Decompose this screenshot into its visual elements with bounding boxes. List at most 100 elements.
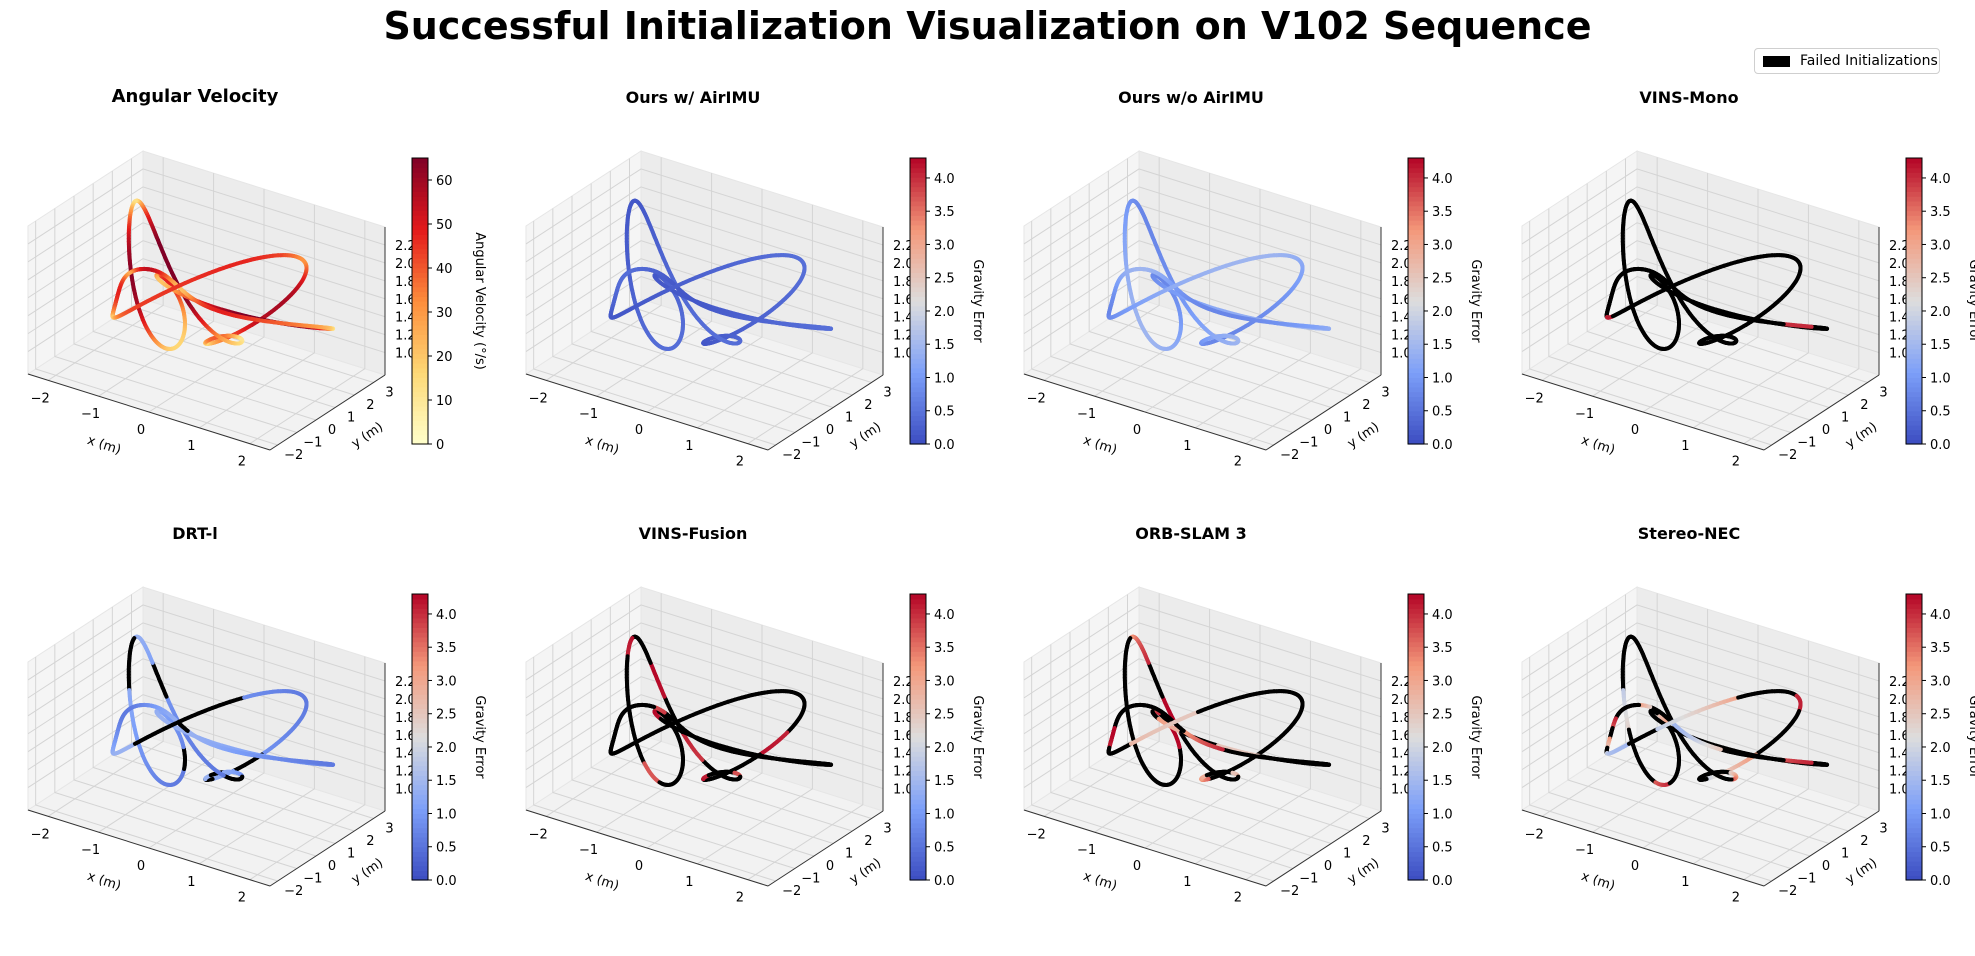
colorbar-gradient-step: [412, 794, 428, 800]
colorbar-gradient-step: [412, 439, 428, 445]
colorbar-gradient-step: [1408, 277, 1424, 283]
x-tick-label: 2: [238, 455, 246, 470]
grid-line-z: [525, 694, 884, 772]
colorbar-gradient-step: [412, 775, 428, 781]
colorbar-tick-label: 1.0: [436, 807, 457, 822]
z-tick-label: 1.8: [1889, 275, 1910, 290]
z-tick-label: 1.8: [1391, 275, 1412, 290]
colorbar-tick-label: 3.5: [436, 641, 457, 656]
colorbar-gradient-step: [910, 339, 926, 345]
colorbar-gradient-step: [412, 162, 428, 169]
z-tick-label: 1.4: [395, 311, 416, 326]
grid-line-x: [148, 189, 265, 413]
colorbar-gradient-step: [412, 818, 428, 824]
colorbar-gradient-step: [412, 799, 428, 805]
colorbar-gradient-step: [910, 310, 926, 316]
legend-swatch-failed: [1763, 55, 1790, 67]
colorbar-gradient-step: [412, 779, 428, 786]
colorbar-tick-label: 0.0: [1432, 438, 1453, 453]
z-tick-label: 1.4: [395, 747, 416, 762]
colorbar-gradient-step: [412, 248, 428, 254]
colorbar-gradient-step: [412, 813, 428, 819]
z-tick-label: 1.4: [893, 311, 914, 326]
colorbar-tick-label: 2.5: [436, 708, 457, 723]
colorbar-gradient-step: [412, 741, 428, 748]
colorbar-gradient-step: [1906, 281, 1922, 288]
colorbar-gradient-step: [1408, 205, 1424, 212]
colorbar-gradient-step: [1408, 215, 1424, 221]
colorbar-gradient-step: [1408, 363, 1424, 369]
colorbar-gradient-step: [412, 594, 428, 600]
x-tick-label: 0: [635, 859, 643, 874]
colorbar-gradient-step: [1408, 172, 1424, 178]
colorbar-gradient-step: [412, 641, 428, 648]
grid-line-z: [27, 622, 386, 700]
colorbar-gradient-step: [412, 272, 428, 278]
colorbar-gradient-step: [412, 239, 428, 245]
grid-line-x: [148, 625, 265, 849]
y-tick-label: −1: [801, 436, 820, 451]
colorbar-gradient-step: [412, 305, 428, 312]
colorbar-gradient-step: [1408, 267, 1424, 273]
colorbar-gradient-step: [1408, 324, 1424, 331]
colorbar-gradient-step: [412, 229, 428, 235]
colorbar-gradient-step: [412, 856, 428, 862]
colorbar-gradient-step: [1408, 301, 1424, 307]
colorbar-gradient-step: [1906, 367, 1922, 374]
colorbar-gradient-step: [1906, 229, 1922, 235]
colorbar-gradient-step: [1408, 382, 1424, 388]
colorbar-gradient-step: [1408, 367, 1424, 374]
colorbar-gradient-step: [1906, 243, 1922, 250]
y-tick-label: 0: [1324, 423, 1332, 438]
colorbar-gradient-step: [1408, 281, 1424, 288]
x-axis-label: x (m): [85, 433, 123, 458]
grid-line-x: [1693, 204, 1809, 429]
colorbar-gradient-step: [412, 234, 428, 240]
x-tick-label: −2: [529, 827, 548, 842]
y-tick-label: −2: [782, 448, 801, 463]
colorbar-gradient-step: [910, 248, 926, 254]
colorbar-gradient-step: [1408, 439, 1424, 445]
grid-line-z: [525, 676, 884, 754]
grid-line-y: [571, 196, 815, 421]
grid-line-z: [525, 604, 884, 682]
y-tick-label: 2: [366, 398, 374, 413]
colorbar-gradient-step: [412, 405, 428, 412]
y-tick-label: −1: [1797, 436, 1816, 451]
colorbar-tick-label: 0.0: [1930, 438, 1951, 453]
colorbar-gradient-step: [910, 410, 926, 416]
colorbar-gradient-step: [412, 296, 428, 302]
y-tick-label: −2: [284, 448, 303, 463]
colorbar-tick-label: 3.0: [1930, 238, 1951, 253]
grid-line-z: [27, 694, 386, 772]
y-axis-line: [1763, 374, 1880, 451]
panel-title: Angular Velocity: [111, 86, 279, 107]
colorbar-tick-label: 0.5: [1930, 405, 1951, 420]
colorbar-gradient-step: [1906, 220, 1922, 226]
colorbar-gradient-step: [412, 765, 428, 771]
grid-line-z: [27, 258, 386, 336]
colorbar-gradient-step: [910, 424, 926, 431]
grid-line-x: [1144, 189, 1261, 413]
colorbar-gradient-step: [1408, 210, 1424, 216]
z-tick-label: 2.0: [893, 257, 914, 272]
colorbar-gradient-step: [412, 424, 428, 431]
colorbar-gradient-step: [910, 234, 926, 240]
colorbar-gradient-step: [1906, 363, 1922, 369]
colorbar-gradient-step: [412, 841, 428, 848]
colorbar-frame: [909, 157, 927, 445]
colorbar-tick-label: 2.5: [1930, 272, 1951, 287]
colorbar-gradient-step: [412, 703, 428, 709]
colorbar-label: Angular Velocity (°/s): [472, 232, 487, 370]
grid-line-x: [1592, 173, 1709, 397]
z-tick-label: 2.0: [1391, 257, 1412, 272]
grid-line-y: [1031, 221, 1274, 446]
colorbar-gradient-step: [1906, 353, 1922, 359]
x-axis-line: [525, 809, 769, 887]
grid-line-x: [1743, 220, 1860, 445]
colorbar-tick-label: 50: [436, 218, 453, 233]
colorbar-gradient-step: [412, 717, 428, 724]
